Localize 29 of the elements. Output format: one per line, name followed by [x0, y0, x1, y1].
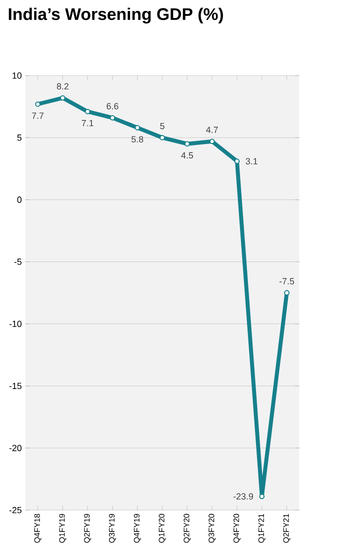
point [35, 101, 40, 107]
y-tick-label: 5 [17, 134, 22, 141]
point [84, 108, 90, 114]
data-label: 5 [160, 122, 164, 130]
data-label: 5.8 [132, 136, 144, 142]
y-tick-label: 10 [12, 72, 22, 79]
data-label: -23.9 [234, 493, 253, 500]
point [110, 115, 116, 120]
point [60, 95, 66, 101]
point [184, 141, 190, 147]
y-tick-label: -10 [9, 320, 22, 328]
point [134, 125, 140, 130]
data-label: 4.7 [206, 126, 218, 133]
data-label: 4.5 [181, 152, 193, 159]
data-label: 7.7 [32, 112, 44, 119]
y-tick-label: 0 [17, 196, 22, 203]
data-label: 7.1 [82, 120, 94, 126]
chart-title: India’s Worsening GDP (%) [8, 8, 223, 24]
point [234, 158, 240, 164]
data-label: 8.2 [56, 83, 68, 90]
y-tick-label: -5 [14, 258, 22, 265]
point [160, 134, 165, 140]
point [284, 290, 290, 296]
y-tick-label: -15 [9, 382, 22, 390]
y-tick-label: -20 [9, 444, 22, 452]
data-label: -7.5 [279, 278, 294, 284]
y-tick-label: -25 [9, 506, 22, 514]
data-label: 3.1 [246, 158, 258, 164]
data-label: 6.6 [106, 103, 118, 110]
